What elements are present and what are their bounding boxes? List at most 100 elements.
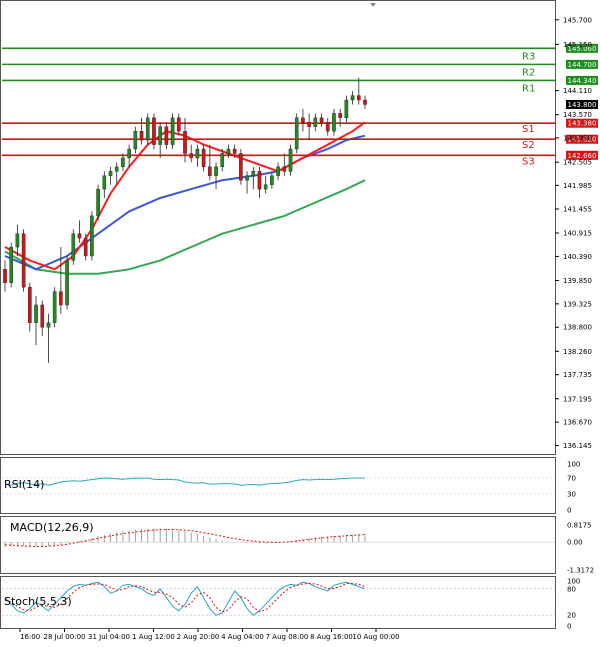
- candle-up: [121, 157, 125, 168]
- price-tick-label: 140.390: [563, 253, 592, 261]
- time-tick-label: 16:00: [20, 633, 40, 641]
- candle-down: [201, 148, 206, 168]
- candle-up: [90, 215, 94, 257]
- candle-up: [96, 188, 100, 217]
- price-tick-label: 137.735: [563, 371, 592, 379]
- price-tick-label: 138.260: [563, 348, 592, 356]
- resistance-price-tag-label: 144.700: [568, 61, 597, 69]
- candle-up: [46, 322, 51, 328]
- candle-down: [59, 291, 63, 306]
- candle-down: [21, 233, 26, 288]
- scroll-marker-icon[interactable]: [370, 3, 376, 7]
- time-axis: 16:00 28 Jul 00:00 31 Jul 04:00 1 Aug 12:00…: [19, 629, 400, 641]
- candle-down: [28, 286, 32, 323]
- candle-down: [40, 304, 45, 328]
- candle-down: [257, 171, 262, 190]
- time-tick-label: 1 Aug 12:00: [132, 633, 175, 641]
- price-tick-label: 142.505: [563, 159, 592, 167]
- stoch-d-line: [4, 582, 366, 613]
- candle-up: [108, 171, 113, 176]
- resistance-name-r2: R2: [522, 67, 535, 78]
- support-price-tag: [566, 118, 598, 128]
- candle-down: [3, 269, 7, 283]
- price-tick-label: 138.800: [563, 324, 592, 332]
- rsi-title: RSI(14): [4, 478, 44, 491]
- price-tick-label: 145.150: [563, 41, 592, 49]
- candle-down: [208, 166, 212, 176]
- candle-down: [325, 122, 330, 132]
- candle-down: [356, 95, 361, 101]
- time-tick-label: 10 Aug 00:00: [352, 633, 399, 641]
- macd-tick-label: -1.3172: [567, 567, 594, 575]
- candle-up: [71, 233, 76, 261]
- resistance-name-r1: R1: [522, 83, 535, 94]
- macd-tick-label: 0.8175: [567, 521, 592, 529]
- price-tick-label: 139.325: [563, 300, 592, 308]
- candle-down: [307, 122, 311, 127]
- time-tick-label: 7 Aug 08:00: [266, 633, 309, 641]
- candle-up: [133, 131, 138, 150]
- stoch-tick-label: 20: [567, 612, 576, 620]
- time-tick-label: 2 Aug 20:00: [177, 633, 220, 641]
- pivot-levels: R3 145.060 R2 144.700 R1 144.340 S1 143.380 S2 14…: [2, 43, 598, 167]
- current-price-tag-label: 143.800: [568, 101, 597, 109]
- price-tick-label: 137.195: [563, 395, 592, 403]
- time-tick-label: 8 Aug 16:00: [310, 633, 353, 641]
- candle-down: [232, 148, 237, 154]
- candle-down: [301, 117, 305, 123]
- candle-up: [226, 148, 231, 154]
- candle-down: [152, 117, 156, 145]
- price-tick-label: 140.915: [563, 230, 592, 238]
- resistance-price-tag: [566, 59, 598, 69]
- time-tick-label: 28 Jul 00:00: [44, 633, 86, 641]
- current-price-tag: [566, 99, 598, 109]
- candles: [3, 77, 367, 363]
- candle-up: [170, 117, 175, 145]
- candle-down: [176, 117, 181, 132]
- candle-down: [189, 153, 194, 159]
- price-tick-label: 139.850: [563, 277, 592, 285]
- time-tick-label: 4 Aug 04:00: [221, 633, 264, 641]
- candle-down: [164, 126, 169, 145]
- rsi-tick-label: 100: [567, 461, 580, 469]
- macd-tick-label: 0.00: [567, 539, 583, 547]
- stoch-panel-frame: [0, 576, 556, 629]
- candle-up: [158, 126, 162, 145]
- rsi-panel: RSI(14) 100 70 30 0: [2, 461, 580, 515]
- candle-up: [288, 148, 293, 172]
- price-tick-label: 144.110: [563, 87, 592, 95]
- stoch-tick-label: 100: [567, 578, 580, 586]
- candle-up: [102, 175, 107, 190]
- candle-down: [319, 117, 324, 123]
- candle-up: [15, 233, 20, 248]
- candle-up: [350, 95, 355, 101]
- rsi-tick-label: 30: [567, 491, 576, 499]
- resistance-price-tag-label: 145.060: [568, 45, 597, 53]
- rsi-panel-frame: [0, 457, 556, 514]
- time-tick-label: 31 Jul 04:00: [88, 633, 130, 641]
- stoch-k-line: [4, 581, 366, 616]
- price-tick-label: 141.455: [563, 205, 592, 213]
- candle-up: [195, 148, 200, 159]
- candle-down: [363, 99, 367, 105]
- candle-up: [344, 99, 349, 119]
- candle-up: [251, 171, 256, 176]
- candle-up: [127, 148, 131, 159]
- price-tick-label: 136.670: [563, 419, 592, 427]
- support-price-tag: [566, 150, 598, 160]
- rsi-tick-label: 0: [567, 507, 571, 515]
- candle-up: [34, 304, 38, 323]
- price-tick-label: 145.700: [563, 16, 592, 24]
- price-tick-label: 143.050: [563, 134, 592, 142]
- stoch-title: Stoch(5,5,3): [4, 595, 72, 608]
- price-tick-label: 143.570: [563, 111, 592, 119]
- support-name-s3: S3: [522, 156, 535, 167]
- macd-title: MACD(12,26,9): [10, 521, 94, 534]
- support-price-tag-label: 143.380: [568, 120, 597, 128]
- candle-down: [83, 237, 88, 257]
- candle-up: [52, 291, 57, 323]
- macd-panel-frame: [0, 516, 556, 574]
- support-price-tag-label: 142.660: [568, 152, 597, 160]
